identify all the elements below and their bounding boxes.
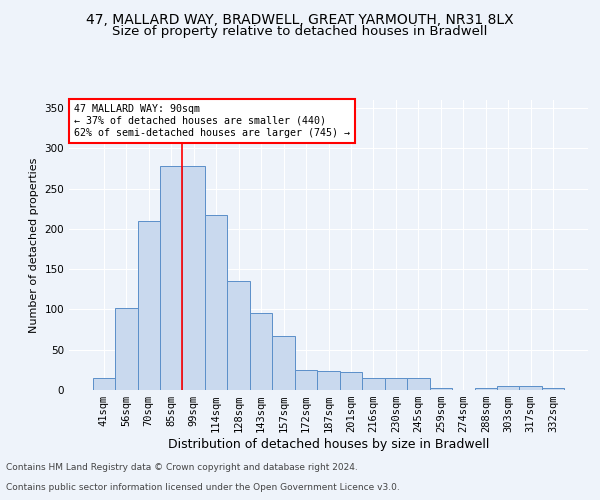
Text: Size of property relative to detached houses in Bradwell: Size of property relative to detached ho… (112, 25, 488, 38)
Bar (227, 281, 250, 390)
Bar (497, 386, 520, 390)
Bar (317, 370, 340, 390)
Bar (385, 378, 407, 390)
Bar (205, 215, 227, 390)
Text: Contains public sector information licensed under the Open Government Licence v3: Contains public sector information licen… (6, 484, 400, 492)
Y-axis label: Number of detached properties: Number of detached properties (29, 158, 39, 332)
Bar (407, 378, 430, 390)
Bar (520, 386, 542, 390)
Bar (115, 308, 137, 390)
Bar (430, 388, 452, 390)
Bar (250, 312, 272, 390)
Bar (340, 372, 362, 390)
Text: 47, MALLARD WAY, BRADWELL, GREAT YARMOUTH, NR31 8LX: 47, MALLARD WAY, BRADWELL, GREAT YARMOUT… (86, 12, 514, 26)
Bar (92, 378, 115, 390)
Text: Contains HM Land Registry data © Crown copyright and database right 2024.: Contains HM Land Registry data © Crown c… (6, 464, 358, 472)
Bar (542, 388, 565, 390)
Bar (295, 370, 317, 390)
Bar (160, 166, 182, 390)
Bar (182, 166, 205, 390)
Bar (362, 378, 385, 390)
Bar (272, 336, 295, 390)
Bar (475, 388, 497, 390)
Bar (137, 221, 160, 390)
X-axis label: Distribution of detached houses by size in Bradwell: Distribution of detached houses by size … (168, 438, 489, 451)
Text: 47 MALLARD WAY: 90sqm
← 37% of detached houses are smaller (440)
62% of semi-det: 47 MALLARD WAY: 90sqm ← 37% of detached … (74, 104, 350, 138)
